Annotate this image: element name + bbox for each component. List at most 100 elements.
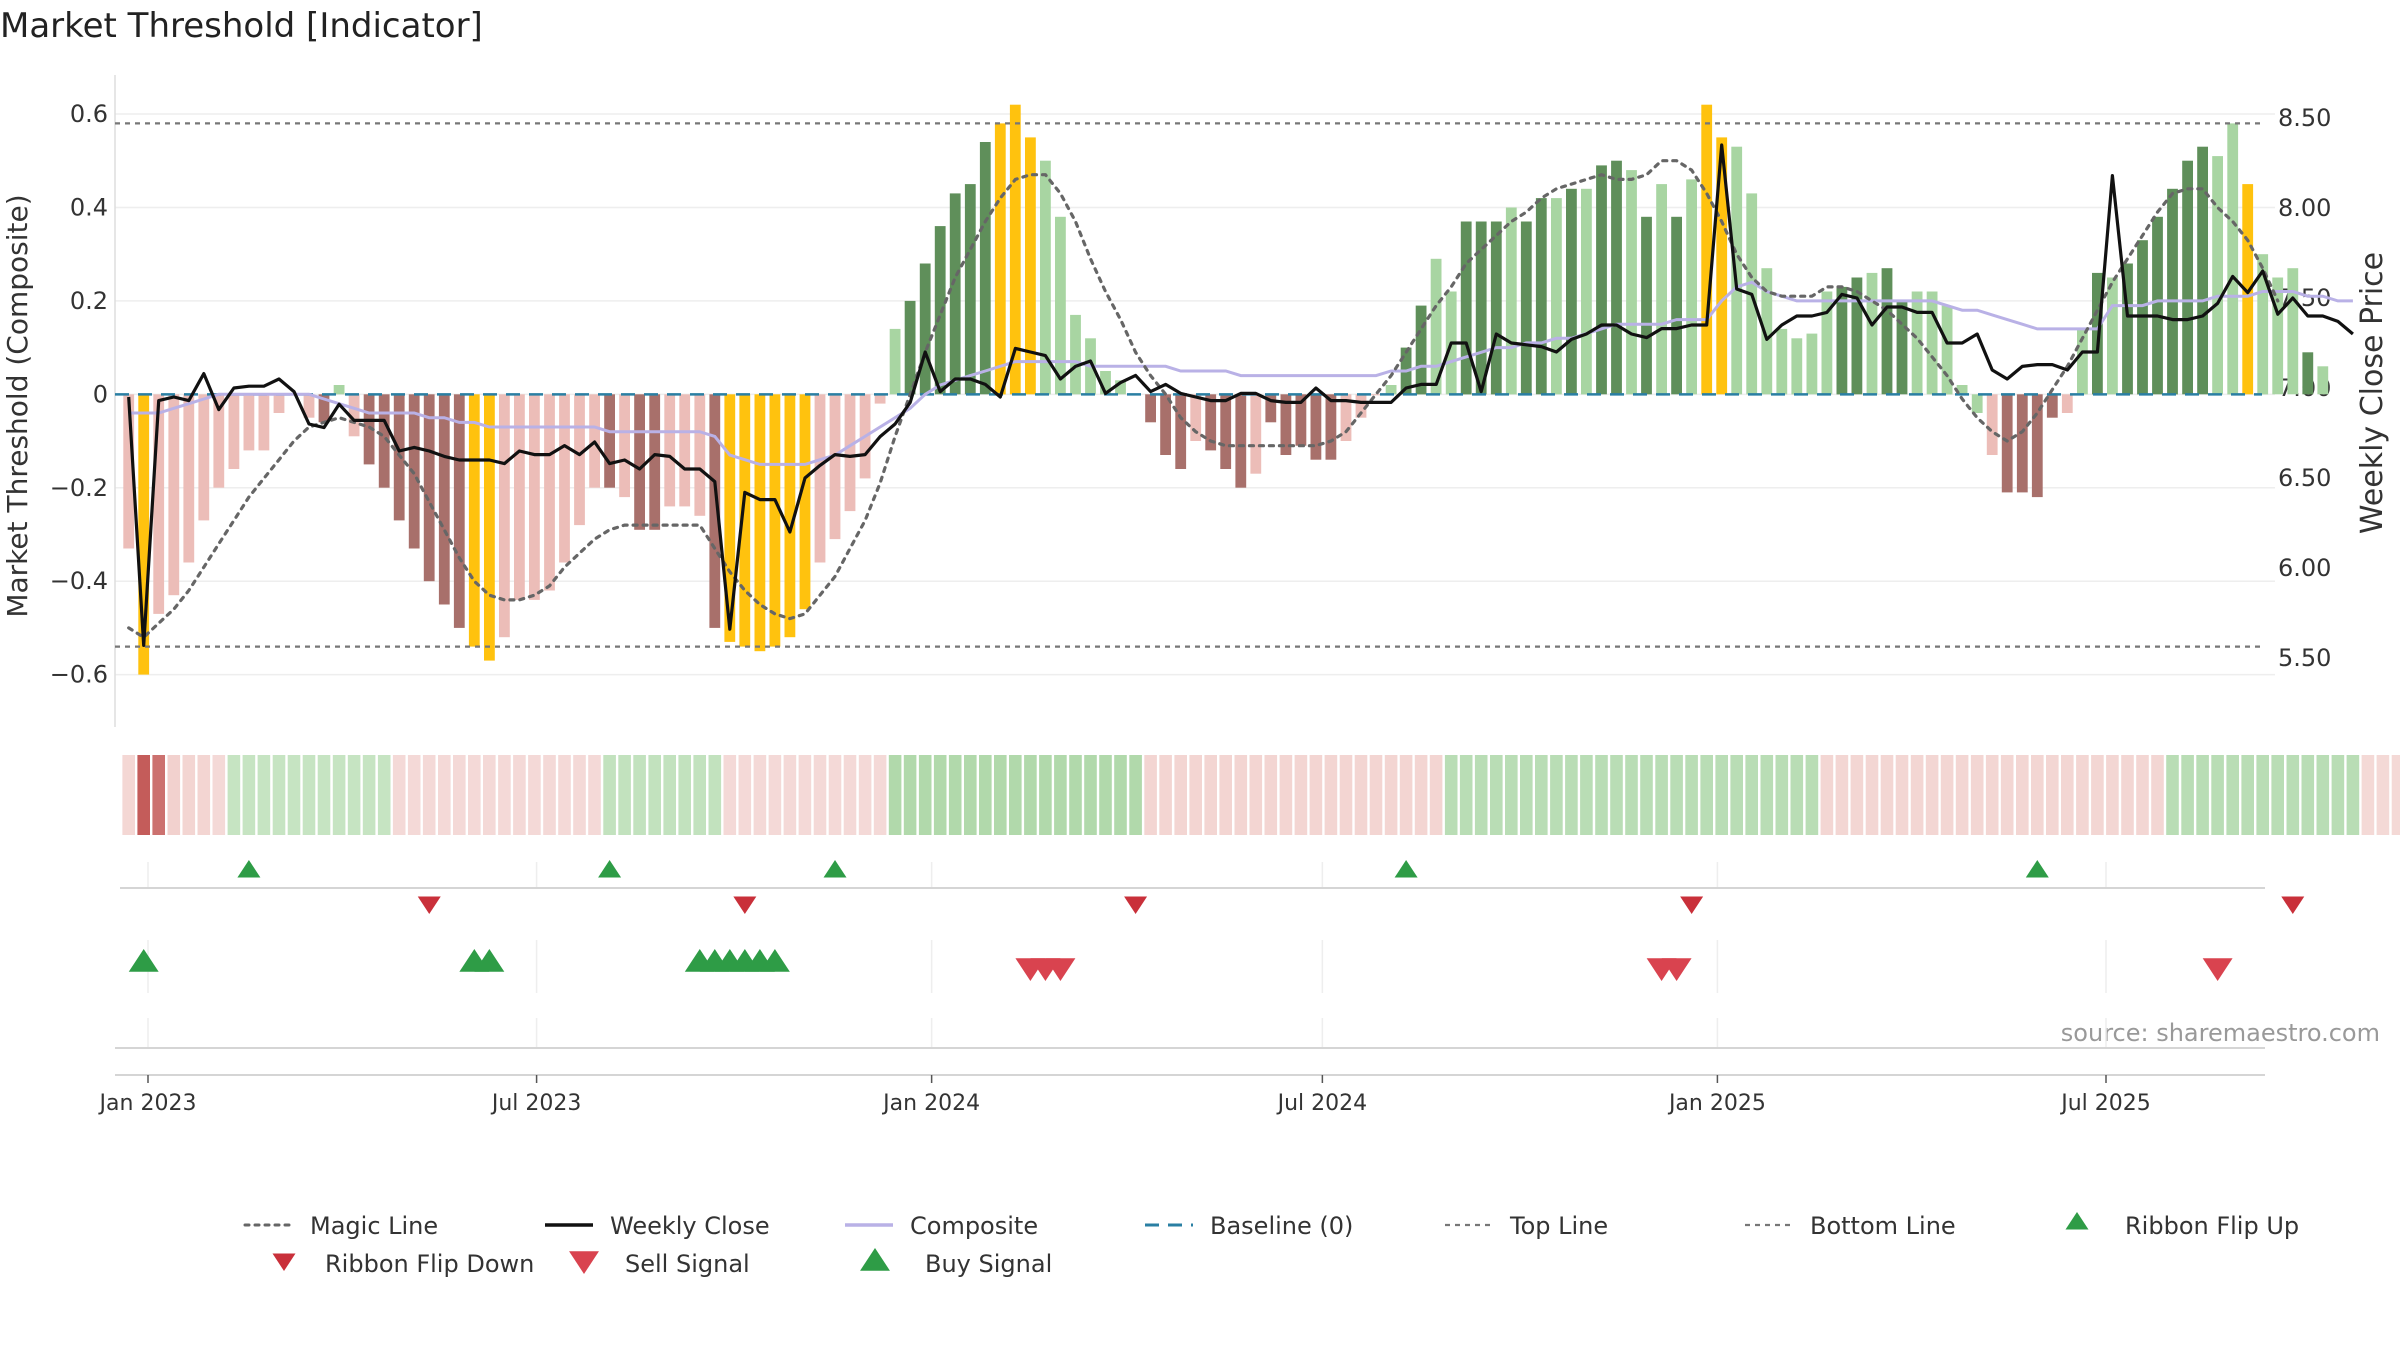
legend-label: Top Line xyxy=(1509,1212,1608,1240)
y-right-tick-label: 7.50 xyxy=(2278,284,2331,312)
bar xyxy=(739,394,751,647)
bar xyxy=(1460,221,1472,395)
ribbon-cell xyxy=(498,755,511,835)
bar xyxy=(1175,394,1187,469)
bar xyxy=(529,394,540,600)
ribbon-cell xyxy=(1129,755,1142,835)
ribbon-cell xyxy=(1745,755,1758,835)
bar xyxy=(679,394,691,507)
legend-label: Weekly Close xyxy=(610,1212,770,1240)
legend-swatch-buy xyxy=(860,1248,890,1271)
ribbon-cell xyxy=(1940,755,1954,835)
ribbon-cell xyxy=(152,755,165,835)
bar xyxy=(1956,385,1968,395)
bar xyxy=(2122,263,2133,395)
bar xyxy=(829,394,841,540)
bar xyxy=(2212,156,2223,395)
bar xyxy=(1505,207,1517,395)
bar xyxy=(423,394,435,582)
ribbon-cell xyxy=(2091,755,2104,835)
ribbon-cell xyxy=(1324,755,1338,835)
ribbon-cell xyxy=(738,755,752,835)
composite-line xyxy=(128,280,2353,466)
bar xyxy=(138,394,150,675)
bar xyxy=(709,394,721,628)
bar xyxy=(1806,333,1818,395)
y-left-tick-label: −0.6 xyxy=(50,661,108,689)
weekly-close-line xyxy=(127,143,2354,647)
ribbon-cell xyxy=(1910,755,1924,835)
ribbon-cell xyxy=(2196,755,2209,835)
bar xyxy=(1896,300,1908,395)
ribbon-cell xyxy=(813,755,827,835)
bar xyxy=(198,394,210,521)
bar xyxy=(1295,394,1307,446)
ribbon-cell xyxy=(332,755,346,835)
bar xyxy=(769,394,781,647)
ribbon-cell xyxy=(1234,755,1248,835)
ribbon-cell xyxy=(1294,755,1308,835)
bar xyxy=(619,394,630,498)
y-right-tick-label: 5.50 xyxy=(2278,644,2331,672)
bar xyxy=(183,394,195,563)
ribbon-cell xyxy=(2121,755,2134,835)
legend-label: Composite xyxy=(910,1212,1038,1240)
buy-signal-marker xyxy=(128,949,159,972)
ribbon-cell xyxy=(2136,755,2149,835)
bar xyxy=(2077,328,2088,395)
ribbon-cell xyxy=(1640,755,1653,835)
bar xyxy=(1761,268,1773,395)
x-tick-label: Jul 2024 xyxy=(1276,1091,1368,1116)
legend: Magic Line Weekly Close Composite Baseline … xyxy=(243,1212,2299,1278)
ribbon-cell xyxy=(633,755,646,835)
ribbon-cell xyxy=(2316,755,2330,835)
bar xyxy=(964,184,976,395)
bar xyxy=(2197,146,2208,395)
bar xyxy=(784,394,796,638)
signal-panel xyxy=(128,940,2233,993)
bar xyxy=(2001,394,2013,493)
ribbon-cell xyxy=(1985,755,1999,835)
bar xyxy=(1551,198,1562,395)
ribbon-cell xyxy=(828,755,842,835)
bar xyxy=(484,394,495,661)
bar xyxy=(1596,165,1607,395)
bar xyxy=(1160,394,1171,455)
ribbon-cell xyxy=(1685,755,1698,835)
ribbon-cell xyxy=(2031,755,2044,835)
ribbon-cell xyxy=(1820,755,1834,835)
bar xyxy=(844,394,856,512)
ribbon-cell xyxy=(753,755,767,835)
ribbon-cell xyxy=(1625,755,1638,835)
legend-label: Bottom Line xyxy=(1810,1212,1956,1240)
ribbon-cell xyxy=(1414,755,1428,835)
bar xyxy=(1926,291,1938,395)
ribbon-cell xyxy=(1595,755,1608,835)
ribbon-cell xyxy=(948,755,962,835)
bar xyxy=(378,394,390,488)
x-tick-label: Jan 2025 xyxy=(1667,1091,1766,1116)
bar xyxy=(1581,188,1592,395)
bar xyxy=(2287,268,2299,395)
bar xyxy=(2182,160,2193,395)
ribbon-cell xyxy=(1775,755,1789,835)
ribbon-cell xyxy=(2226,755,2239,835)
ribbon-cell xyxy=(1174,755,1187,835)
ribbon-cell xyxy=(1790,755,1804,835)
bar xyxy=(1070,314,1081,395)
legend-label: Ribbon Flip Up xyxy=(2125,1212,2299,1240)
ribbon-cell xyxy=(1835,755,1849,835)
bar xyxy=(438,394,450,605)
ribbon-cell xyxy=(1189,755,1202,835)
ribbon-cell xyxy=(964,755,977,835)
bar xyxy=(604,394,615,488)
ribbon-cell xyxy=(317,755,331,835)
bar xyxy=(2302,352,2314,395)
ribbon-cell xyxy=(558,755,571,835)
ribbon-cell xyxy=(182,755,196,835)
bar xyxy=(1145,394,1156,423)
bar xyxy=(333,385,345,395)
ribbon-cell xyxy=(1309,755,1323,835)
ribbon-cell xyxy=(603,755,616,835)
